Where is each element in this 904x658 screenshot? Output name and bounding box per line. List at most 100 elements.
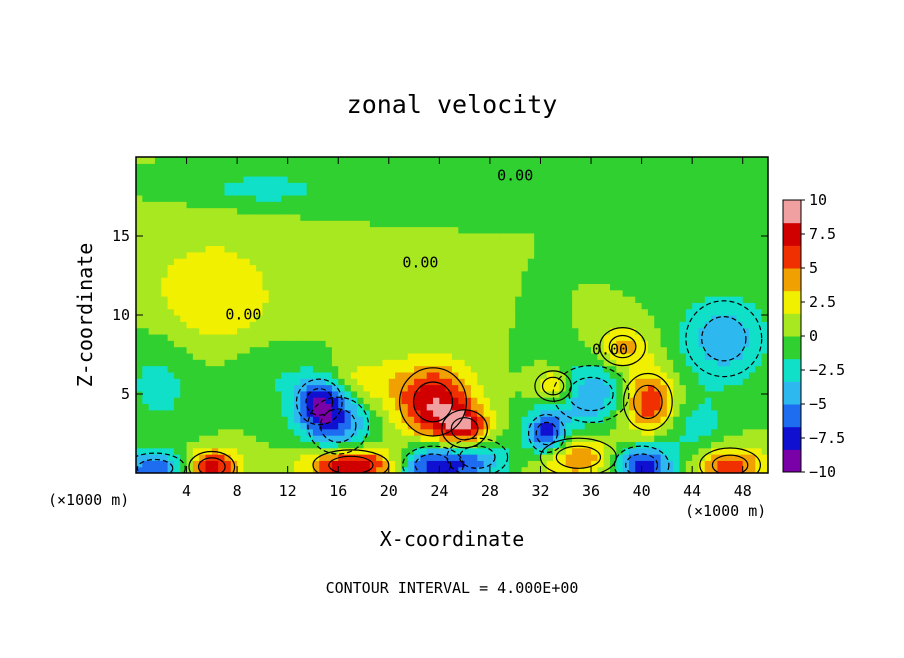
heatmap-cell bbox=[635, 390, 643, 398]
heatmap-cell bbox=[357, 169, 365, 177]
heatmap-cell bbox=[218, 232, 226, 240]
heatmap-cell bbox=[445, 226, 453, 234]
heatmap-cell bbox=[136, 163, 143, 171]
heatmap-cell bbox=[243, 352, 251, 360]
heatmap-cell bbox=[199, 390, 207, 398]
heatmap-cell bbox=[186, 352, 194, 360]
heatmap-cell bbox=[591, 194, 598, 202]
heatmap-cell bbox=[281, 384, 289, 392]
heatmap-cell bbox=[521, 384, 529, 392]
heatmap-cell bbox=[287, 308, 295, 316]
heatmap-cell bbox=[761, 258, 768, 266]
heatmap-cell bbox=[161, 277, 169, 284]
heatmap-cell bbox=[439, 283, 447, 291]
heatmap-cell bbox=[154, 460, 162, 468]
heatmap-cell bbox=[489, 207, 497, 215]
heatmap-cell bbox=[742, 359, 750, 367]
heatmap-cell bbox=[534, 365, 542, 373]
heatmap-cell bbox=[388, 201, 396, 209]
heatmap-cell bbox=[192, 207, 200, 215]
heatmap-cell bbox=[755, 371, 763, 379]
heatmap-cell bbox=[433, 390, 440, 398]
heatmap-cell bbox=[312, 384, 320, 392]
heatmap-cell bbox=[641, 163, 649, 171]
heatmap-cell bbox=[275, 302, 282, 310]
heatmap-cell bbox=[578, 403, 586, 411]
heatmap-cell bbox=[414, 245, 421, 253]
heatmap-cell bbox=[610, 435, 617, 442]
heatmap-cell bbox=[755, 308, 763, 316]
heatmap-cell bbox=[559, 302, 567, 310]
heatmap-cell bbox=[622, 239, 630, 247]
heatmap-cell bbox=[565, 296, 573, 303]
heatmap-cell bbox=[319, 333, 327, 341]
heatmap-cell bbox=[281, 207, 289, 215]
heatmap-cell bbox=[136, 213, 143, 221]
heatmap-cell bbox=[610, 365, 617, 373]
heatmap-cell bbox=[515, 245, 523, 253]
heatmap-cell bbox=[319, 340, 327, 348]
heatmap-cell bbox=[635, 409, 643, 417]
heatmap-cell bbox=[414, 207, 421, 215]
heatmap-cell bbox=[711, 232, 719, 240]
heatmap-cell bbox=[559, 365, 567, 373]
heatmap-cell bbox=[742, 289, 750, 297]
heatmap-cell bbox=[369, 239, 377, 247]
heatmap-cell bbox=[622, 296, 630, 303]
heatmap-cell bbox=[628, 441, 636, 449]
heatmap-cell bbox=[268, 264, 276, 272]
heatmap-cell bbox=[458, 390, 466, 398]
heatmap-cell bbox=[363, 163, 371, 171]
heatmap-cell bbox=[704, 378, 712, 386]
heatmap-cell bbox=[635, 157, 643, 164]
heatmap-cell bbox=[300, 371, 308, 379]
heatmap-cell bbox=[306, 447, 314, 455]
heatmap-cell bbox=[704, 447, 712, 455]
heatmap-cell bbox=[470, 371, 478, 379]
heatmap-cell bbox=[673, 188, 681, 196]
heatmap-cell bbox=[180, 308, 188, 316]
heatmap-cell bbox=[338, 365, 346, 373]
heatmap-cell bbox=[565, 201, 573, 209]
heatmap-cell bbox=[395, 435, 403, 442]
heatmap-cell bbox=[275, 340, 282, 348]
heatmap-cell bbox=[584, 194, 592, 202]
heatmap-cell bbox=[622, 315, 630, 322]
heatmap-cell bbox=[679, 397, 687, 405]
heatmap-cell bbox=[357, 194, 365, 202]
heatmap-cell bbox=[237, 422, 245, 430]
heatmap-cell bbox=[287, 251, 295, 259]
heatmap-cell bbox=[167, 308, 175, 316]
heatmap-cell bbox=[218, 466, 226, 473]
heatmap-cell bbox=[749, 315, 756, 322]
heatmap-cell bbox=[243, 264, 251, 272]
heatmap-cell bbox=[736, 188, 744, 196]
heatmap-cell bbox=[237, 321, 245, 329]
heatmap-cell bbox=[218, 245, 226, 253]
heatmap-cell bbox=[287, 239, 295, 247]
heatmap-cell bbox=[420, 220, 428, 228]
heatmap-cell bbox=[603, 258, 611, 266]
heatmap-cell bbox=[388, 175, 396, 183]
heatmap-cell bbox=[142, 213, 150, 221]
heatmap-cell bbox=[515, 213, 523, 221]
heatmap-cell bbox=[382, 207, 390, 215]
heatmap-cell bbox=[761, 352, 768, 360]
heatmap-cell bbox=[572, 352, 579, 360]
heatmap-cell bbox=[603, 384, 611, 392]
heatmap-cell bbox=[407, 245, 415, 253]
heatmap-cell bbox=[382, 416, 390, 424]
heatmap-cell bbox=[211, 352, 219, 360]
heatmap-cell bbox=[521, 390, 529, 398]
heatmap-cell bbox=[559, 447, 567, 455]
heatmap-cell bbox=[363, 333, 371, 341]
heatmap-cell bbox=[666, 333, 674, 341]
heatmap-cell bbox=[363, 296, 371, 303]
heatmap-cell bbox=[603, 175, 611, 183]
heatmap-cell bbox=[508, 390, 516, 398]
heatmap-cell bbox=[249, 390, 257, 398]
heatmap-cell bbox=[369, 226, 377, 234]
heatmap-cell bbox=[287, 409, 295, 417]
heatmap-cell bbox=[369, 258, 377, 266]
heatmap-cell bbox=[736, 384, 744, 392]
